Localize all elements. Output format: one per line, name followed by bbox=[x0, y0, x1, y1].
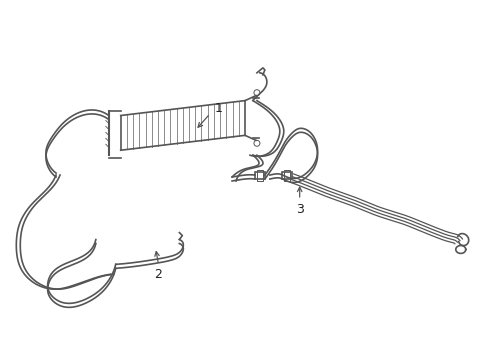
Text: 1: 1 bbox=[214, 102, 222, 115]
Text: 3: 3 bbox=[295, 203, 303, 216]
Bar bbox=[281, 172, 291, 179]
Bar bbox=[254, 172, 264, 179]
Text: 2: 2 bbox=[154, 268, 162, 281]
Bar bbox=[283, 170, 289, 181]
Bar bbox=[256, 170, 263, 181]
